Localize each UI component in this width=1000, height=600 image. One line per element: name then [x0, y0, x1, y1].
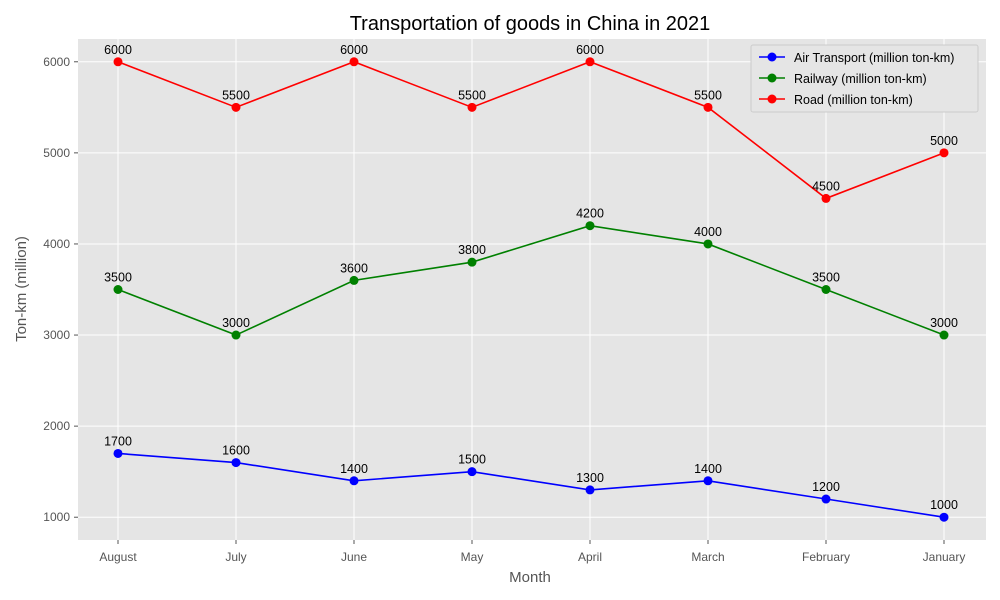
data-label: 4200 [576, 207, 604, 221]
data-label: 4500 [812, 179, 840, 193]
x-axis-title: Month [509, 569, 551, 586]
data-point [113, 57, 123, 67]
x-tick-label: May [461, 550, 484, 564]
data-label: 1200 [812, 480, 840, 494]
data-point [703, 476, 713, 486]
data-point [231, 102, 241, 112]
data-label: 3500 [812, 271, 840, 285]
data-point [467, 257, 477, 267]
data-point [113, 448, 123, 458]
x-tick-label: July [225, 550, 246, 564]
x-tick-label: August [99, 550, 137, 564]
x-tick-label: April [578, 550, 602, 564]
x-tick-label: February [802, 550, 850, 564]
data-label: 3000 [222, 316, 250, 330]
data-label: 3600 [340, 261, 368, 275]
x-tick-label: January [923, 550, 966, 564]
data-label: 1400 [340, 462, 368, 476]
legend-label-railway: Railway (million ton-km) [794, 72, 927, 86]
data-point [939, 512, 949, 522]
data-label: 5000 [930, 134, 958, 148]
data-point [939, 330, 949, 340]
legend-entry-road: Road (million ton-km) [759, 93, 913, 107]
data-point [349, 476, 359, 486]
data-point [231, 458, 241, 468]
x-axis-ticks: August July June May April March February Janua… [99, 540, 965, 564]
series-layer [113, 57, 949, 522]
chart-title: Transportation of goods in China in 2021 [350, 13, 711, 35]
data-label: 5500 [694, 88, 722, 102]
series-line-0 [117, 452, 945, 519]
data-label: 5500 [458, 88, 486, 102]
data-point [585, 485, 595, 495]
data-point [349, 57, 359, 67]
data-label: 3800 [458, 243, 486, 257]
x-tick-label: March [691, 550, 724, 564]
data-label: 1600 [222, 444, 250, 458]
series-line-1 [117, 224, 945, 336]
legend-marker-road [767, 94, 777, 104]
y-tick-label: 4000 [43, 237, 70, 251]
data-label: 6000 [576, 43, 604, 57]
plot-background [78, 39, 986, 540]
legend-marker-railway [767, 73, 777, 83]
data-point [821, 494, 831, 504]
data-label: 1700 [104, 434, 132, 448]
y-tick-label: 2000 [43, 419, 70, 433]
legend-marker-air [767, 52, 777, 62]
data-point [585, 57, 595, 67]
data-point [821, 193, 831, 203]
y-axis-ticks: 1000 2000 3000 4000 5000 6000 [43, 55, 78, 524]
data-point [585, 221, 595, 231]
legend-label-road: Road (million ton-km) [794, 93, 913, 107]
data-label: 5500 [222, 88, 250, 102]
legend: Air Transport (million ton-km) Railway (… [750, 44, 979, 113]
data-label: 1500 [458, 453, 486, 467]
data-point [113, 285, 123, 294]
data-label: 1000 [930, 498, 958, 512]
data-label: 1400 [694, 462, 722, 476]
data-point [939, 148, 949, 158]
data-point [703, 102, 713, 112]
legend-label-air: Air Transport (million ton-km) [794, 51, 954, 65]
y-axis-title: Ton-km (million) [13, 236, 30, 342]
data-label: 3500 [104, 271, 132, 285]
data-label: 3000 [930, 316, 958, 330]
data-point [467, 467, 477, 477]
data-label: 4000 [694, 225, 722, 239]
data-point [467, 102, 477, 112]
y-tick-label: 3000 [43, 328, 70, 342]
data-point [703, 239, 713, 249]
legend-box [750, 44, 979, 113]
y-tick-label: 1000 [43, 510, 70, 524]
data-point [821, 285, 831, 294]
series-line-2 [117, 60, 945, 200]
legend-entry-air: Air Transport (million ton-km) [759, 51, 954, 65]
data-label: 1300 [576, 471, 604, 485]
data-labels: 1700 1600 1400 1500 1300 1400 1200 1000 3500 3000… [104, 43, 958, 512]
x-tick-label: June [341, 550, 367, 564]
data-point [349, 275, 359, 285]
legend-entry-railway: Railway (million ton-km) [759, 72, 927, 86]
data-point [231, 330, 241, 340]
y-tick-label: 6000 [43, 55, 70, 69]
y-tick-label: 5000 [43, 146, 70, 160]
data-label: 6000 [104, 43, 132, 57]
data-label: 6000 [340, 43, 368, 57]
